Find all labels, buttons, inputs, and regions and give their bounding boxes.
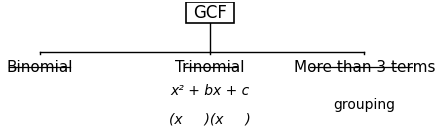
FancyBboxPatch shape xyxy=(186,2,234,23)
Text: GCF: GCF xyxy=(193,4,227,22)
Text: Trinomial: Trinomial xyxy=(175,59,245,75)
Text: More than 3 terms: More than 3 terms xyxy=(293,59,435,75)
Text: Binomial: Binomial xyxy=(6,59,73,75)
Text: grouping: grouping xyxy=(333,98,396,112)
Text: (x     )(x     ): (x )(x ) xyxy=(169,113,251,127)
Text: x² + bx + c: x² + bx + c xyxy=(170,84,250,98)
